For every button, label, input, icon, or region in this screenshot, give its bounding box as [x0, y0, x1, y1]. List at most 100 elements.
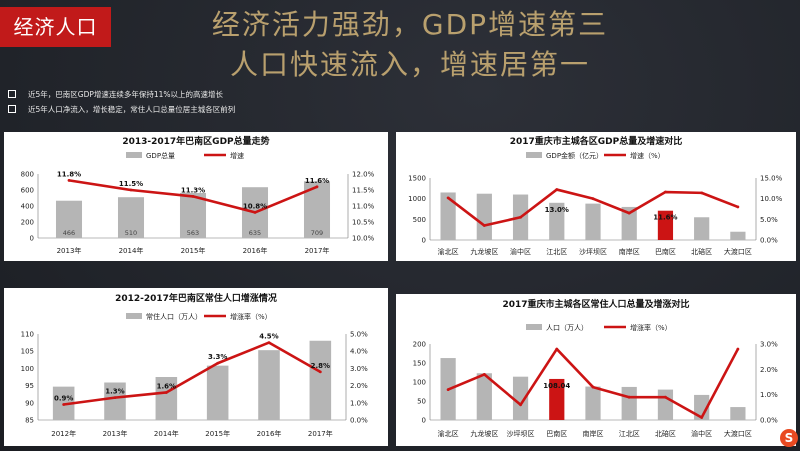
- x-tick-label: 沙坪坝区: [579, 247, 607, 256]
- x-tick-label: 巴南区: [655, 247, 676, 256]
- bar: [55, 200, 83, 238]
- line-point: [700, 191, 704, 195]
- headline-line-1: 经济活力强劲，GDP增速第三: [211, 8, 609, 41]
- bar: [258, 350, 280, 420]
- y-right-tick-label: 0.0%: [760, 417, 778, 425]
- bar-value-label: 635: [249, 229, 261, 237]
- y-left-tick-label: 200: [21, 219, 34, 227]
- y-right-tick-label: 2.0%: [350, 382, 368, 390]
- legend-label-bar: 常住人口（万人）: [146, 312, 202, 321]
- x-tick-label: 渝北区: [438, 429, 459, 438]
- chart-title: 2013-2017年巴南区GDP总量走势: [122, 135, 269, 147]
- y-right-tick-label: 5.0%: [350, 331, 368, 339]
- chart-svg: 2017重庆市主城各区GDP总量及增速对比 GDP金额（亿元） 增速（%） 0 500 1…: [408, 135, 783, 256]
- bullet-square-icon: [8, 90, 16, 98]
- bar: [730, 231, 746, 240]
- y-right-tick-label: 11.5%: [352, 187, 375, 195]
- y-right-tick-label: 1.0%: [350, 399, 368, 407]
- bar: [155, 377, 178, 420]
- bar-value-label: 709: [311, 229, 323, 237]
- line-point: [446, 388, 450, 391]
- chart-legend: GDP金额（亿元） 增速（%）: [526, 151, 665, 160]
- line-point: [664, 190, 667, 194]
- x-tick-label: 渝北区: [438, 247, 459, 256]
- bar-value-label: 563: [187, 229, 199, 237]
- line-point: [591, 197, 595, 201]
- x-tick-label: 2015年: [181, 246, 206, 255]
- chart-svg: 2013-2017年巴南区GDP总量走势 GDP总量 增速 0 200 400 600 800…: [21, 135, 375, 255]
- y-right-tick-label: 3.0%: [350, 365, 368, 373]
- bar-value-label: 510: [125, 229, 137, 237]
- line-point: [519, 403, 522, 407]
- line-point: [627, 395, 631, 399]
- line-point: [519, 215, 522, 219]
- x-tick-label: 渝中区: [510, 247, 531, 256]
- bar: [621, 206, 637, 240]
- x-tick-label: 渝中区: [691, 429, 712, 438]
- line-point: [627, 211, 631, 215]
- y-left-tick-label: 0: [422, 237, 426, 245]
- bar: [694, 394, 710, 420]
- line-point: [164, 391, 168, 394]
- y-right-tick-label: 15.0%: [760, 175, 783, 183]
- x-tick-label: 2014年: [119, 246, 144, 255]
- bar: [657, 389, 674, 420]
- x-tick-label: 南岸区: [619, 247, 640, 256]
- chart-title: 2017重庆市主城各区常住人口总量及增涨对比: [502, 298, 689, 310]
- y-left-tick-label: 90: [25, 399, 34, 407]
- y-left-tick-label: 600: [21, 187, 34, 195]
- y-left-tick-label: 105: [21, 348, 34, 356]
- y-right-tick-label: 1.0%: [760, 391, 778, 399]
- y-right-tick-label: 0.0%: [760, 237, 778, 245]
- bar-annotation-label: 13.0%: [545, 206, 569, 214]
- x-tick-label: 2016年: [257, 429, 282, 438]
- bar-annotation-label: 108.04: [543, 382, 570, 390]
- line-point: [315, 185, 319, 189]
- legend-label-bar: GDP总量: [146, 151, 175, 160]
- section-tag: 经济人口: [0, 7, 111, 47]
- x-tick-label: 江北区: [546, 248, 567, 256]
- legend-bar-swatch: [126, 152, 142, 158]
- y-left-tick-label: 500: [413, 216, 426, 224]
- x-tick-label: 九龙坡区: [470, 429, 498, 438]
- x-tick-label: 2017年: [308, 429, 333, 438]
- y-left-tick-label: 110: [21, 331, 34, 339]
- bar: [440, 192, 456, 240]
- bar: [585, 386, 601, 420]
- y-left-tick-label: 1000: [408, 195, 426, 203]
- line-point: [62, 403, 66, 406]
- x-tick-label: 2016年: [243, 246, 268, 255]
- y-left-tick-label: 50: [417, 398, 426, 406]
- bullet-item: 近5年，巴南区GDP增速连续多年保持11%以上的高速增长: [8, 89, 223, 100]
- x-tick-label: 2013年: [57, 246, 82, 255]
- y-left-tick-label: 800: [21, 171, 34, 179]
- bar: [206, 365, 229, 420]
- bar: [621, 386, 637, 420]
- line-value-label: 3.3%: [208, 353, 227, 361]
- line-point: [267, 341, 271, 344]
- y-right-tick-label: 10.0%: [760, 195, 783, 203]
- y-left-tick-label: 1500: [408, 175, 426, 183]
- y-right-tick-label: 3.0%: [760, 341, 778, 349]
- chart-legend: 人口（万人） 增涨率（%）: [526, 323, 672, 332]
- chart-legend: 常住人口（万人） 增涨率（%）: [126, 312, 272, 321]
- legend-label-line: 增涨率（%）: [230, 312, 272, 321]
- line-point: [113, 396, 117, 400]
- y-left-tick-label: 100: [21, 365, 34, 373]
- bar: [549, 202, 565, 240]
- line-point: [318, 370, 322, 374]
- line-value-label: 1.3%: [105, 388, 124, 396]
- legend-bar-swatch: [126, 313, 142, 319]
- x-tick-label: 江北区: [619, 430, 640, 438]
- legend-label-line: 增速（%）: [630, 151, 665, 160]
- y-right-tick-label: 2.0%: [760, 366, 778, 374]
- bar-annotation-label: 11.6%: [653, 214, 677, 222]
- chart-panel-population-districts: 2017重庆市主城各区常住人口总量及增涨对比 人口（万人） 增涨率（%） 0 50 100…: [396, 294, 796, 446]
- y-right-tick-label: 11.0%: [352, 203, 375, 211]
- line-value-label: 1.6%: [157, 382, 176, 390]
- line-point: [555, 188, 559, 191]
- bar: [730, 407, 746, 420]
- line-value-label: 10.8%: [243, 202, 267, 210]
- bullet-text: 近5年人口净流入，增长稳定，常住人口总量位居主城各区前列: [28, 105, 236, 114]
- line-point: [482, 373, 486, 376]
